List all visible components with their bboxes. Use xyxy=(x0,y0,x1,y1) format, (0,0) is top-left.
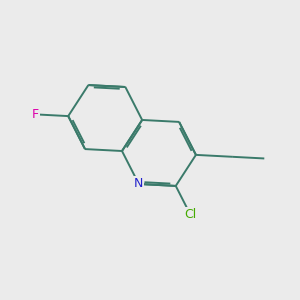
Text: Cl: Cl xyxy=(184,208,197,221)
Text: F: F xyxy=(32,108,39,121)
Text: N: N xyxy=(134,178,143,190)
